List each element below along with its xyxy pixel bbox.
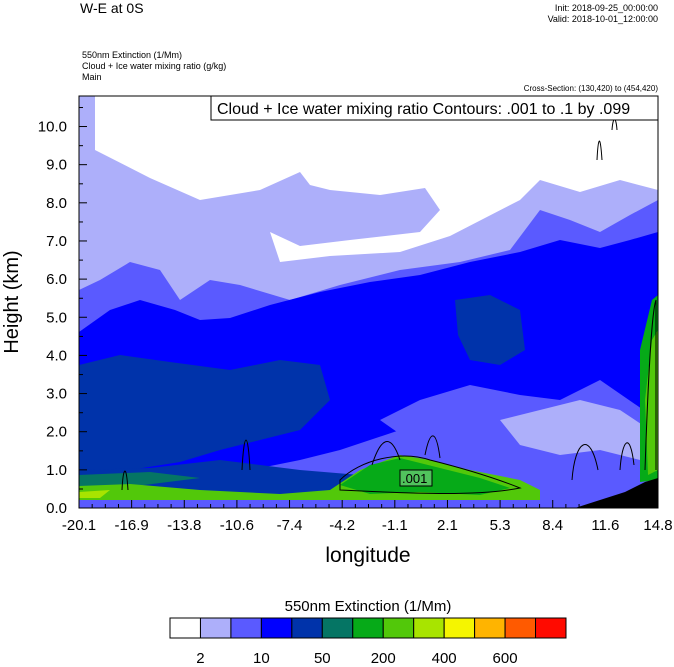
y-tick-label: 4.0 bbox=[46, 347, 67, 364]
colorbar-label: 10 bbox=[253, 650, 270, 667]
y-axis-label: Height (km) bbox=[1, 250, 23, 353]
colorbar-label: 50 bbox=[314, 650, 331, 667]
y-tick-label: 1.0 bbox=[46, 462, 67, 479]
colorbar-swatch bbox=[230, 617, 262, 639]
x-tick-label: 11.6 bbox=[591, 517, 619, 534]
band-green-dark bbox=[340, 458, 510, 495]
plot-title: W-E at 0S bbox=[80, 0, 144, 16]
colorbar-swatch bbox=[169, 617, 201, 639]
y-tick-label: 2.0 bbox=[46, 424, 67, 441]
band-green-bottom-left bbox=[79, 490, 110, 498]
extinction-field bbox=[79, 96, 658, 508]
x-axis: -20.1 -16.9 -13.8 -10.6 -7.4 -4.2 -1.1 2.1 5.3 8.… bbox=[62, 500, 673, 534]
colorbar-swatch bbox=[321, 617, 354, 639]
band-below-2 bbox=[95, 96, 658, 262]
colorbar-swatch bbox=[352, 617, 384, 639]
colorbar-swatch bbox=[474, 617, 506, 639]
y-tick-label: 7.0 bbox=[46, 233, 67, 250]
band-200-400b bbox=[455, 295, 525, 365]
contour-label: .001 bbox=[402, 471, 427, 486]
colorbar-swatch bbox=[504, 617, 537, 639]
x-tick-label: 2.1 bbox=[437, 517, 458, 534]
x-tick-label: -20.1 bbox=[62, 517, 96, 534]
y-tick-label: 8.0 bbox=[46, 195, 67, 212]
y-tick-label: 3.0 bbox=[46, 386, 67, 403]
x-tick-label: 5.3 bbox=[490, 517, 511, 534]
terrain bbox=[575, 478, 658, 508]
colorbar-title: 550nm Extinction (1/Mm) bbox=[285, 598, 452, 615]
contour-info-text: Cloud + Ice water mixing ratio Contours:… bbox=[217, 101, 630, 118]
colorbar-label: 400 bbox=[432, 650, 457, 667]
y-tick-label: 6.0 bbox=[46, 271, 67, 288]
init-time: Init: 2018-09-25_00:00:00 bbox=[554, 3, 658, 13]
y-tick-label: 0.0 bbox=[46, 500, 67, 517]
colorbar-swatch bbox=[443, 617, 476, 639]
x-axis-label: longitude bbox=[325, 544, 410, 567]
cross-section-label: Cross-Section: (130,420) to (454,420) bbox=[523, 84, 658, 93]
colorbar-swatch bbox=[382, 617, 415, 639]
y-tick-label: 9.0 bbox=[46, 157, 67, 174]
band-200-400a bbox=[79, 355, 330, 470]
field-label-3: Main bbox=[82, 72, 102, 82]
colorbar-swatch bbox=[535, 617, 567, 639]
contour-info-box: Cloud + Ice water mixing ratio Contours:… bbox=[210, 95, 659, 121]
y-axis: 0.0 1.0 2.0 3.0 4.0 5.0 6.0 7.0 8.0 9.0 10.0 bbox=[38, 107, 87, 517]
colorbar-label: 2 bbox=[196, 650, 204, 667]
cloud-contours bbox=[121, 119, 657, 494]
colorbar: 2 10 50 200 400 600 bbox=[169, 617, 567, 667]
band-2-10b bbox=[500, 400, 650, 460]
y-tick-label: 5.0 bbox=[46, 309, 67, 326]
x-tick-label: -1.1 bbox=[382, 517, 408, 534]
colorbar-swatch bbox=[291, 617, 323, 639]
x-tick-label: 8.4 bbox=[542, 517, 563, 534]
x-tick-label: -13.8 bbox=[167, 517, 201, 534]
colorbar-swatch bbox=[260, 617, 293, 639]
y-tick-label: 10.0 bbox=[38, 119, 67, 136]
colorbar-swatch bbox=[199, 617, 232, 639]
colorbar-label: 200 bbox=[371, 650, 396, 667]
valid-time: Valid: 2018-10-01_12:00:00 bbox=[547, 14, 658, 24]
colorbar-label: 600 bbox=[493, 650, 518, 667]
x-tick-label: -10.6 bbox=[220, 517, 254, 534]
colorbar-swatch bbox=[413, 617, 445, 639]
x-tick-label: -16.9 bbox=[115, 517, 149, 534]
field-label-2: Cloud + Ice water mixing ratio (g/kg) bbox=[82, 61, 227, 71]
field-label-1: 550nm Extinction (1/Mm) bbox=[82, 50, 183, 60]
contour-label-box: .001 bbox=[399, 469, 433, 487]
x-tick-label: 14.8 bbox=[643, 517, 672, 534]
band-green-right-lite bbox=[645, 330, 658, 475]
x-tick-label: -4.2 bbox=[329, 517, 355, 534]
x-tick-label: -7.4 bbox=[277, 517, 303, 534]
